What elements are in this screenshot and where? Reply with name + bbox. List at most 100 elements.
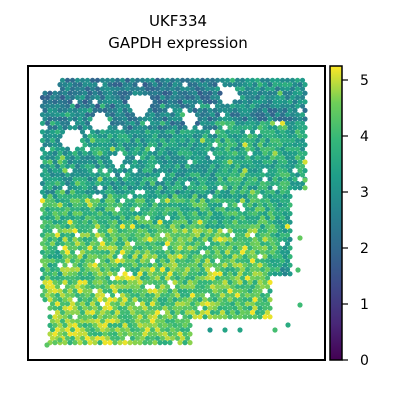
- spot: [254, 215, 261, 221]
- spot: [102, 159, 108, 165]
- spot: [119, 335, 126, 341]
- spot: [219, 275, 226, 281]
- spot: [282, 271, 288, 277]
- spot: [262, 99, 268, 105]
- spot: [169, 335, 176, 341]
- spot: [214, 198, 221, 204]
- spot: [177, 322, 183, 328]
- spot: [282, 133, 288, 139]
- spot: [132, 340, 138, 346]
- spot: [119, 103, 126, 109]
- spot: [192, 211, 198, 217]
- spot: [214, 172, 221, 178]
- spot: [154, 232, 161, 238]
- spot: [189, 155, 196, 161]
- spot: [154, 292, 161, 298]
- spot: [247, 271, 253, 277]
- spot: [282, 99, 288, 105]
- spot: [187, 245, 193, 251]
- spot: [207, 211, 213, 217]
- spot: [224, 129, 231, 135]
- spot: [229, 275, 236, 281]
- spot: [142, 168, 148, 174]
- spot: [247, 107, 253, 113]
- spot: [292, 116, 298, 122]
- spot: [39, 258, 46, 264]
- spot: [199, 309, 206, 316]
- spot: [69, 189, 76, 195]
- spot: [244, 301, 251, 307]
- spot: [164, 301, 171, 307]
- spot: [189, 189, 196, 195]
- spot: [174, 266, 181, 273]
- spot: [154, 120, 161, 126]
- spot: [44, 189, 51, 195]
- spot: [67, 331, 73, 337]
- spot: [127, 133, 133, 139]
- spot: [99, 198, 106, 204]
- spot: [202, 305, 208, 311]
- spot: [104, 155, 111, 161]
- spot: [177, 271, 183, 277]
- spot: [242, 228, 248, 234]
- spot: [57, 176, 63, 182]
- spot: [187, 99, 193, 105]
- spot: [122, 254, 128, 260]
- spot: [224, 112, 231, 118]
- spot: [302, 142, 308, 148]
- spot: [172, 271, 178, 277]
- spot: [237, 262, 243, 268]
- spot: [137, 116, 143, 122]
- spot: [114, 232, 121, 238]
- spot: [269, 223, 276, 230]
- spot: [74, 309, 81, 316]
- spot: [169, 206, 176, 212]
- spot: [149, 137, 156, 144]
- spot: [182, 279, 188, 285]
- spot: [199, 258, 206, 264]
- spot: [247, 314, 253, 320]
- spot: [74, 77, 81, 83]
- spot: [72, 185, 78, 191]
- spot: [137, 322, 143, 328]
- spot: [239, 180, 246, 187]
- spot: [124, 327, 131, 333]
- spot: [212, 107, 218, 113]
- spot: [127, 314, 133, 320]
- spot: [39, 120, 46, 126]
- spot: [189, 94, 196, 101]
- spot: [127, 168, 133, 174]
- spot: [287, 202, 293, 208]
- spot: [212, 116, 218, 122]
- spot: [62, 262, 68, 268]
- spot: [89, 94, 96, 101]
- spot: [169, 232, 176, 238]
- spot: [102, 297, 108, 303]
- spot: [279, 163, 286, 169]
- spot: [134, 318, 141, 324]
- spot: [172, 185, 178, 191]
- spot: [49, 275, 56, 281]
- spot: [189, 129, 196, 135]
- spot: [302, 90, 308, 96]
- spot: [117, 340, 123, 346]
- spot: [139, 155, 146, 161]
- spot: [67, 185, 73, 191]
- spot: [152, 168, 158, 174]
- spot: [182, 125, 188, 131]
- spot: [302, 185, 308, 191]
- spot: [177, 340, 183, 346]
- spot: [294, 120, 301, 126]
- spot: [202, 297, 208, 303]
- spot: [62, 116, 68, 122]
- spot: [102, 176, 108, 182]
- spot: [52, 340, 58, 346]
- spot: [182, 219, 188, 225]
- spot: [94, 284, 101, 290]
- spot: [274, 146, 281, 152]
- spot: [117, 176, 123, 182]
- spot: [177, 150, 183, 156]
- spot: [74, 318, 81, 324]
- spot: [259, 189, 266, 195]
- spot: [292, 90, 298, 96]
